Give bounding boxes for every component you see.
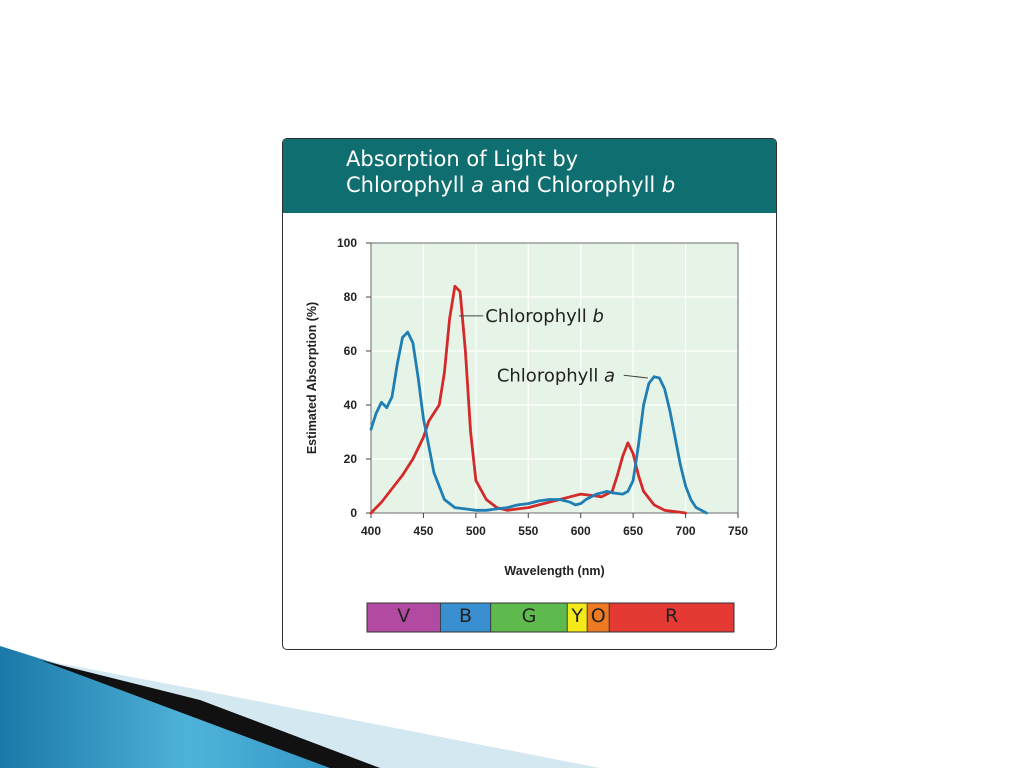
- figure-title-line-1: Absorption of Light by: [346, 147, 579, 171]
- title-part: Chlorophyll: [346, 173, 472, 197]
- series-line-chlorophyll-a: [369, 330, 708, 515]
- leader-chlorophyll-a: [623, 374, 648, 379]
- series-label-chlorophyll-a: Chlorophyll a: [497, 365, 615, 386]
- y-axis-title: Estimated Absorption (%): [305, 302, 319, 454]
- series-label-italic: a: [604, 365, 615, 386]
- y-tick-label: 80: [344, 290, 358, 304]
- spectrum-band-label-g: G: [522, 605, 537, 627]
- x-tick-label: 450: [413, 524, 433, 538]
- x-tick-label: 700: [676, 524, 696, 538]
- x-tick-label: 600: [571, 524, 591, 538]
- x-tick-label: 500: [466, 524, 486, 538]
- x-tick-label: 400: [361, 524, 381, 538]
- series-label-italic: b: [593, 306, 604, 327]
- series-line-chlorophyll-b: [369, 284, 687, 515]
- spectrum-band-label-o: O: [591, 605, 606, 627]
- series-label-text: Chlorophyll: [497, 365, 604, 386]
- x-tick-label: 750: [728, 524, 748, 538]
- title-part: and Chlorophyll: [483, 173, 662, 197]
- series-label-text: Chlorophyll: [485, 306, 592, 327]
- spectrum-band-label-r: R: [665, 605, 678, 627]
- figure-title-line-2: Chlorophyll a and Chlorophyll b: [346, 175, 675, 196]
- x-tick-label: 550: [518, 524, 538, 538]
- y-tick-label: 40: [344, 398, 358, 412]
- ribbon-dark-band: [40, 660, 380, 768]
- spectrum-band-label-v: V: [397, 605, 410, 627]
- figure-header: Absorption of Light by Chlorophyll a and…: [283, 139, 776, 213]
- series-label-chlorophyll-b: Chlorophyll b: [485, 306, 604, 327]
- figure-card: Absorption of Light by Chlorophyll a and…: [282, 138, 777, 650]
- x-axis-title: Wavelength (nm): [504, 564, 604, 578]
- spectrum-band-b: [439, 602, 492, 633]
- y-tick-label: 60: [344, 344, 358, 358]
- x-tick-label: 650: [623, 524, 643, 538]
- spectrum-bar-frame: [366, 602, 735, 633]
- spectrum-band-label-b: B: [459, 605, 472, 627]
- title-italic-a: a: [471, 173, 484, 197]
- y-tick-label: 0: [350, 506, 357, 520]
- plot-frame: [370, 242, 739, 514]
- absorption-chart: 400 450 500 550 600 650 700 750 0 20 40 60 80 100 Wave…: [305, 236, 748, 633]
- title-italic-b: b: [661, 173, 676, 197]
- y-tick-label: 100: [337, 236, 357, 250]
- y-tick-label: 20: [344, 452, 358, 466]
- spectrum-band-label-y: Y: [570, 605, 583, 627]
